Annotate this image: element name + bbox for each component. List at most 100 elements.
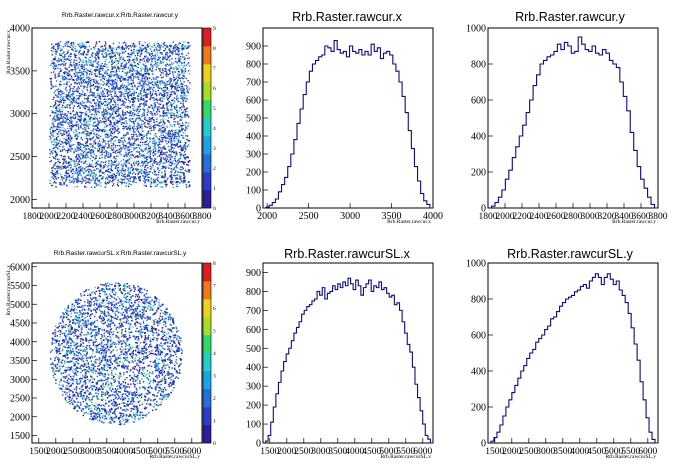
density-cell xyxy=(124,59,126,62)
density-cell xyxy=(117,172,119,174)
density-cell xyxy=(149,137,151,139)
density-cell xyxy=(179,74,181,76)
density-cell xyxy=(71,147,73,150)
density-cell xyxy=(186,86,189,89)
density-cell xyxy=(79,83,81,85)
density-cell xyxy=(124,170,126,172)
density-cell xyxy=(58,44,61,46)
density-cell xyxy=(180,64,182,66)
density-cell xyxy=(82,102,84,104)
density-cell xyxy=(174,143,176,146)
density-cell xyxy=(117,170,119,172)
density-cell xyxy=(110,83,112,85)
density-cell xyxy=(92,95,94,97)
density-cell xyxy=(165,70,167,72)
density-cell xyxy=(178,47,180,50)
density-cell xyxy=(118,77,120,79)
density-cell xyxy=(179,182,181,184)
density-cell xyxy=(62,124,64,126)
density-cell xyxy=(132,112,134,114)
density-cell xyxy=(126,155,129,158)
density-cell xyxy=(80,60,82,62)
density-cell xyxy=(67,176,69,178)
density-cell xyxy=(118,141,120,143)
density-cell xyxy=(126,46,128,48)
x-tick-label: 4000 xyxy=(423,211,443,222)
density-cell xyxy=(160,125,162,127)
density-cell xyxy=(105,43,107,45)
density-cell xyxy=(62,76,65,79)
density-cell xyxy=(144,181,147,183)
density-cell xyxy=(121,169,123,171)
density-cell xyxy=(182,46,184,48)
density-cell xyxy=(51,184,54,187)
density-cell xyxy=(124,148,126,150)
density-cell xyxy=(101,69,104,71)
density-cell xyxy=(157,64,159,66)
density-cell xyxy=(151,67,154,70)
density-cell xyxy=(181,129,183,132)
density-cell xyxy=(164,44,166,47)
density-cell xyxy=(122,68,125,70)
density-cell xyxy=(69,63,71,65)
density-cell xyxy=(106,170,109,172)
density-cell xyxy=(137,163,140,165)
density-cell xyxy=(69,64,71,66)
density-cell xyxy=(147,179,149,181)
density-cell xyxy=(162,104,165,106)
density-cell xyxy=(118,139,121,142)
density-cell xyxy=(114,136,116,138)
density-cell xyxy=(60,48,62,50)
density-cell xyxy=(181,117,183,119)
density-cell xyxy=(52,166,54,168)
density-cell xyxy=(125,134,128,136)
density-cell xyxy=(132,67,134,69)
density-cell xyxy=(125,153,127,155)
density-cell xyxy=(123,134,125,136)
density-cell xyxy=(166,86,168,89)
density-cell xyxy=(75,160,78,162)
density-cell xyxy=(58,93,60,96)
density-cell xyxy=(180,116,182,118)
density-cell xyxy=(61,150,64,152)
density-cell xyxy=(140,115,143,117)
density-cell xyxy=(177,97,179,100)
density-cell xyxy=(153,109,155,112)
density-cell xyxy=(72,168,74,170)
density-cell xyxy=(50,105,52,108)
density-cell xyxy=(144,173,146,175)
density-cell xyxy=(125,90,127,92)
density-cell xyxy=(77,115,79,117)
density-cell xyxy=(163,166,166,169)
density-cell xyxy=(159,97,161,100)
density-cell xyxy=(109,164,111,166)
density-cell xyxy=(170,50,172,53)
density-cell xyxy=(125,178,128,180)
density-cell xyxy=(159,92,161,94)
density-cell xyxy=(71,144,73,146)
density-cell xyxy=(122,143,124,146)
density-cell xyxy=(90,59,92,62)
density-cell xyxy=(90,132,92,134)
density-cell xyxy=(176,98,178,100)
density-cell xyxy=(89,149,91,152)
density-cell xyxy=(69,167,72,169)
density-cell xyxy=(154,173,157,175)
density-cell xyxy=(105,183,107,185)
density-cell xyxy=(49,152,51,155)
density-cell xyxy=(85,160,87,162)
density-cell xyxy=(57,117,59,120)
density-cell xyxy=(180,89,182,91)
density-cell xyxy=(73,64,76,66)
density-cell xyxy=(160,159,162,161)
density-cell xyxy=(89,168,91,171)
density-cell xyxy=(174,108,176,110)
density-cell xyxy=(167,69,170,71)
density-cell xyxy=(70,113,72,115)
density-cell xyxy=(68,125,71,127)
density-cell xyxy=(113,75,115,77)
density-cell xyxy=(144,148,146,150)
density-cell xyxy=(162,105,164,107)
density-cell xyxy=(132,168,135,171)
y-tick-label: 4000 xyxy=(10,24,30,35)
